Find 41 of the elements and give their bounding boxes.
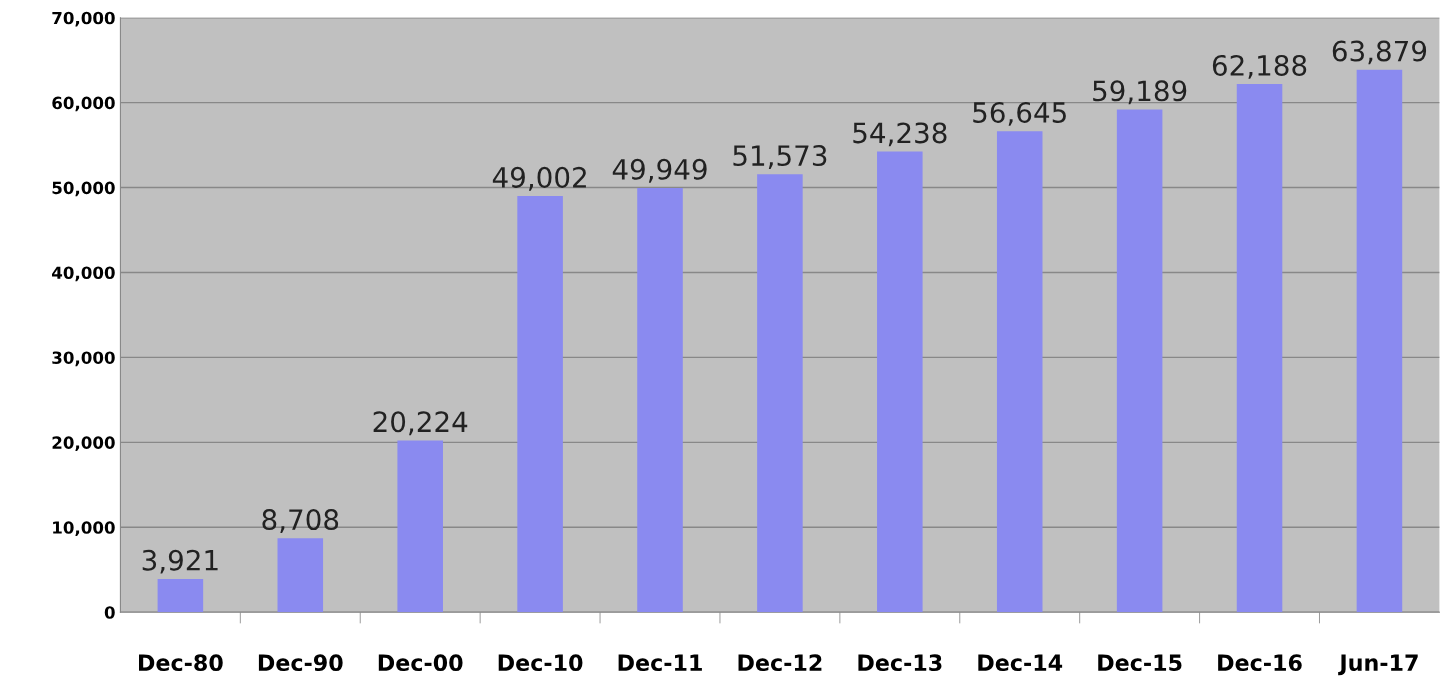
x-tick-label: Dec-11 [618, 654, 702, 672]
data-label: 63,879 [1332, 40, 1427, 65]
x-tick-label: Dec-15 [1098, 654, 1182, 672]
x-tick-label: Dec-10 [498, 654, 583, 672]
bar [757, 174, 803, 613]
bar [517, 196, 563, 613]
bar [996, 131, 1043, 613]
data-label: 8,708 [262, 509, 339, 533]
data-label: 3,921 [142, 549, 218, 574]
x-tick-label: Dec-16 [1218, 654, 1302, 672]
bar [1356, 69, 1403, 613]
y-tick-label: 50,000 [52, 181, 115, 197]
x-tick-label: Dec-80 [139, 654, 223, 672]
y-tick-label: 40,000 [52, 266, 115, 282]
data-label: 62,188 [1212, 54, 1307, 79]
x-tick-label: Dec-00 [378, 654, 463, 672]
data-label: 54,238 [853, 122, 947, 147]
bar [397, 440, 443, 613]
x-tick-label: Dec-12 [738, 654, 822, 672]
data-label: 49,949 [612, 158, 707, 183]
bar [1236, 84, 1283, 613]
bar [637, 188, 683, 613]
bar [1116, 109, 1163, 613]
y-tick-label: 0 [104, 606, 115, 619]
bar [157, 578, 204, 613]
x-tick-label: Dec-13 [858, 654, 942, 672]
data-label: 56,645 [973, 101, 1066, 126]
bar [277, 538, 324, 613]
y-tick-label: 70,000 [52, 11, 115, 27]
data-label: 49,002 [492, 166, 586, 191]
bar [877, 151, 923, 613]
data-label: 59,189 [1093, 80, 1187, 105]
y-tick-label: 10,000 [53, 521, 115, 536]
x-tick-label: Dec-90 [258, 654, 343, 672]
x-tick-label: Dec-14 [978, 654, 1063, 672]
data-label: 20,224 [373, 411, 468, 436]
y-tick-label: 60,000 [52, 96, 115, 112]
y-tick-label: 30,000 [52, 351, 115, 367]
y-tick-label: 20,000 [52, 436, 115, 452]
x-tick-label: Jun-17 [1338, 654, 1418, 676]
data-label: 51,573 [733, 145, 827, 169]
